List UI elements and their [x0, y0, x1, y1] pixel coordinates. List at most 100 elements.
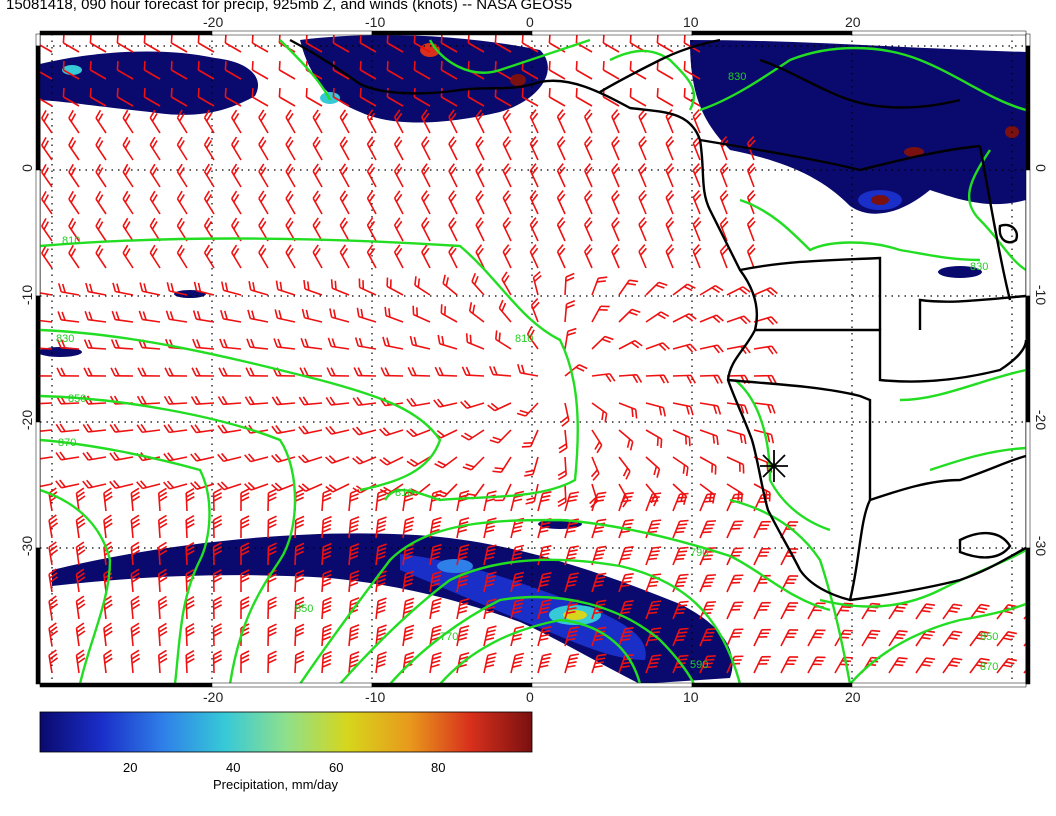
wind-barb [532, 271, 542, 296]
contour-label: 810 [62, 235, 80, 247]
wind-barb [618, 491, 634, 512]
wind-barb [82, 479, 107, 489]
lon-tick-bottom: 20 [845, 689, 861, 705]
lat-tick-right: -20 [1033, 410, 1049, 430]
wind-barb [212, 488, 223, 512]
wind-barb [116, 88, 134, 107]
wind-barb [321, 623, 332, 647]
wind-barb [271, 424, 296, 435]
wind-barb [278, 61, 296, 80]
wind-barb [521, 88, 539, 107]
wind-barb [753, 374, 777, 384]
wind-barb [348, 543, 360, 566]
wind-barb [746, 190, 756, 215]
wind-barb [62, 61, 80, 80]
wind-barb [591, 372, 616, 383]
wind-barb [55, 451, 80, 461]
wind-barb [583, 244, 593, 269]
wind-barb [564, 300, 576, 323]
wind-barb [139, 282, 161, 296]
wind-barb [312, 217, 323, 242]
wind-barb [556, 190, 566, 215]
wind-barb [475, 163, 485, 188]
wind-barb [258, 109, 269, 134]
location-star-icon [760, 450, 788, 482]
wind-barb [575, 88, 593, 107]
wind-barb [996, 631, 1017, 647]
wind-barb [251, 61, 269, 80]
wind-barb [95, 190, 107, 215]
wind-barb [618, 402, 638, 419]
wind-barb [83, 339, 107, 350]
wind-barb [375, 597, 387, 620]
contour-line [389, 595, 696, 684]
wind-barb [583, 217, 593, 242]
wind-barb [437, 334, 458, 350]
lat-tick-right: -30 [1033, 536, 1049, 556]
border-bar-top [531, 30, 693, 36]
wind-barb [537, 572, 552, 593]
wind-barb [456, 517, 470, 539]
wind-barb [203, 190, 215, 215]
wind-barb [62, 34, 80, 53]
wind-barb [665, 217, 675, 242]
wind-barb [524, 456, 539, 477]
contour-line [609, 49, 696, 111]
wind-barb [348, 624, 360, 647]
wind-barb [285, 136, 296, 161]
wind-barb [638, 190, 647, 215]
wind-barb [699, 344, 724, 354]
wind-barb [219, 338, 242, 350]
wind-barb [494, 330, 512, 350]
wind-barb [526, 326, 539, 350]
wind-barb [590, 456, 600, 481]
wind-barb [40, 456, 53, 461]
wind-barb [95, 163, 107, 188]
wind-barb [339, 163, 350, 188]
wind-barb [692, 163, 702, 188]
wind-barb [166, 282, 188, 296]
wind-barb [564, 491, 579, 512]
wind-barb [298, 454, 323, 464]
wind-barb [393, 163, 404, 188]
wind-barb [656, 34, 674, 53]
wind-barb [583, 136, 593, 161]
wind-barb [301, 308, 323, 323]
wind-barb [672, 429, 691, 447]
wind-barb [393, 109, 404, 134]
wind-barb [386, 34, 404, 53]
contour-label-group: 810 830 850 870 810 850 790 810 770 590 … [56, 71, 998, 673]
wind-barb [197, 61, 215, 80]
wind-barb [556, 244, 566, 269]
contour-label: 770 [440, 631, 458, 643]
wind-barb [258, 163, 269, 188]
wind-barb [402, 624, 415, 647]
wind-barb [366, 109, 377, 134]
wind-barb [386, 277, 404, 296]
wind-barb [564, 572, 579, 593]
wind-barb [89, 34, 107, 53]
wind-barb [516, 402, 539, 417]
wind-barb [402, 570, 415, 593]
wind-barb [672, 519, 689, 539]
border-bar-left [35, 45, 41, 171]
lon-tick-bottom: -20 [203, 689, 223, 705]
wind-barb [591, 653, 607, 674]
lon-tick-top: -10 [365, 14, 385, 30]
wind-barb [448, 190, 458, 215]
wind-barb [89, 61, 107, 80]
border-bar-bottom [371, 682, 533, 688]
wind-barb [611, 244, 620, 269]
wind-barb [448, 163, 458, 188]
wind-barb [246, 338, 269, 350]
wind-barb [48, 595, 59, 620]
wind-barb [746, 136, 756, 161]
wind-barb [312, 136, 323, 161]
wind-barb [456, 490, 470, 512]
wind-barb [149, 109, 161, 134]
wind-barb [591, 491, 607, 512]
wind-barb [434, 456, 458, 469]
wind-barb [753, 345, 778, 355]
wind-barb [753, 429, 775, 444]
wind-barb [294, 515, 305, 539]
